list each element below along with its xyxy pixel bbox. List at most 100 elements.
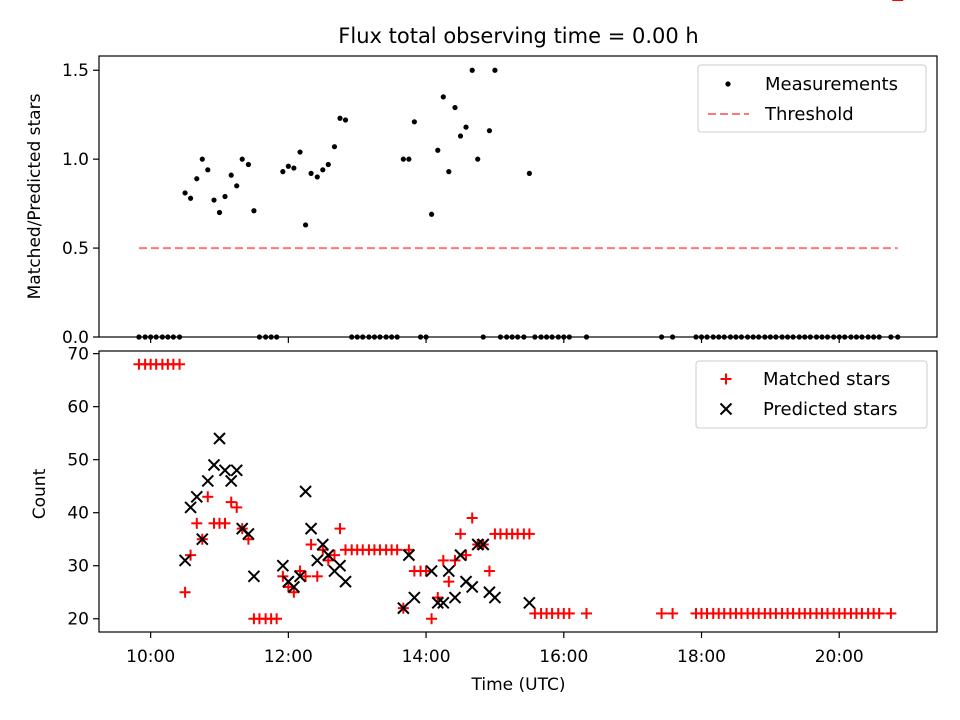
predicted-stars-points: [178, 432, 536, 615]
predicted-star-point: [184, 501, 197, 514]
ratio-x-ticks: [150, 337, 840, 343]
legend-predicted-label: Predicted stars: [763, 399, 897, 420]
measurement-point: [475, 156, 481, 162]
predicted-star-point: [477, 538, 490, 551]
matched-star-point: [174, 358, 186, 370]
measurement-point: [342, 117, 349, 123]
predicted-star-point: [311, 554, 324, 567]
x-tick-label: 14:00: [402, 647, 451, 667]
predicted-star-point: [304, 522, 318, 535]
predicted-star-point: [437, 596, 450, 610]
x-tick-label: 16:00: [539, 647, 588, 667]
matched-star-point: [334, 523, 346, 535]
predicted-star-point: [339, 575, 352, 588]
predicted-star-point: [442, 564, 456, 578]
measurement-point: [182, 190, 188, 196]
measurement-point: [526, 170, 532, 176]
measurement-point: [194, 176, 200, 182]
measurement-point: [245, 161, 252, 168]
count-y-tick-label: 40: [67, 504, 89, 524]
legend-predicted-cross: [719, 402, 733, 416]
predicted-star-point: [333, 559, 347, 572]
measurement-point: [406, 156, 412, 162]
ratio-panel: 0.0 0.5 1.0 1.5 Matched/Predicted stars Mea…: [25, 55, 938, 348]
measurement-point: [428, 211, 435, 217]
predicted-star-point: [224, 474, 238, 488]
predicted-star-point: [466, 580, 479, 594]
predicted-star-point: [247, 570, 261, 583]
matched-star-point: [202, 491, 214, 503]
predicted-star-point: [201, 474, 215, 488]
matched-star-point: [443, 576, 455, 588]
measurement-point: [457, 133, 464, 139]
matched-star-point: [563, 607, 575, 619]
x-axis-label: Time (UTC): [471, 675, 566, 695]
matched-star-point: [420, 565, 432, 577]
ratio-legend: Measurements Threshold: [697, 64, 927, 133]
measurement-point: [302, 222, 309, 228]
matched-star-point: [483, 565, 495, 577]
legend-matched-plus: [720, 373, 732, 385]
measurement-point: [239, 156, 245, 162]
measurement-point: [337, 115, 343, 121]
predicted-star-point: [431, 596, 444, 610]
matched-star-point: [656, 607, 668, 619]
count-panel-frame: [98, 350, 938, 633]
matched-star-point: [466, 512, 478, 524]
measurement-point: [411, 119, 417, 125]
ratio-y-tick-label: 0.0: [62, 328, 89, 348]
predicted-star-point: [523, 596, 536, 610]
matched-star-point: [391, 544, 403, 556]
measurement-point: [469, 67, 475, 73]
predicted-star-point: [408, 591, 421, 604]
predicted-star-point: [293, 570, 307, 583]
measurement-point: [452, 104, 458, 111]
measurement-point: [234, 183, 240, 189]
predicted-star-point: [242, 527, 255, 541]
measurement-point: [216, 209, 223, 216]
measurement-point: [314, 174, 320, 180]
matched-star-point: [294, 565, 306, 577]
predicted-star-point: [402, 548, 416, 562]
matched-star-point: [460, 549, 472, 561]
measurement-point: [320, 167, 326, 173]
predicted-star-point: [196, 533, 209, 546]
measurement-point: [280, 169, 286, 175]
matched-star-point: [403, 544, 415, 556]
matched-star-point: [885, 607, 897, 619]
legend-measurements-label: Measurements: [765, 74, 898, 95]
measurement-points: [136, 67, 901, 340]
legend-measurements-marker: [725, 81, 731, 87]
predicted-star-point: [207, 458, 221, 472]
measurement-point: [285, 163, 291, 169]
ratio-legend-box: [697, 64, 927, 133]
predicted-star-point: [218, 464, 232, 477]
predicted-star-point: [190, 490, 203, 504]
matched-star-point: [873, 607, 885, 619]
matched-star-point: [437, 554, 449, 566]
measurement-point: [222, 193, 228, 200]
count-y-tick-label: 60: [67, 398, 89, 418]
matched-star-point: [191, 517, 203, 529]
measurement-point: [435, 147, 441, 153]
matched-star-point: [667, 607, 679, 619]
measurement-point: [211, 197, 217, 203]
count-y-tick-label: 70: [67, 345, 89, 365]
ratio-y-tick-label: 1.5: [62, 61, 89, 81]
matched-star-point: [288, 586, 300, 598]
predicted-star-point: [488, 591, 502, 604]
measurement-point: [492, 67, 498, 73]
measurement-point: [325, 161, 331, 168]
predicted-star-point: [276, 559, 290, 572]
measurement-point: [187, 195, 194, 201]
predicted-star-point: [287, 580, 301, 594]
count-panel: 20 30 40 50 60 70 10:00 12:00 14:00 16:00 18:00 20…: [30, 0, 938, 695]
ratio-y-axis: 0.0 0.5 1.0 1.5: [62, 61, 99, 348]
predicted-star-point: [397, 601, 410, 615]
ratio-y-tick-label: 1.0: [62, 150, 89, 170]
measurement-point: [446, 169, 452, 175]
measurement-point: [199, 156, 205, 162]
matched-star-point: [322, 554, 334, 566]
matched-star-point: [219, 517, 231, 529]
